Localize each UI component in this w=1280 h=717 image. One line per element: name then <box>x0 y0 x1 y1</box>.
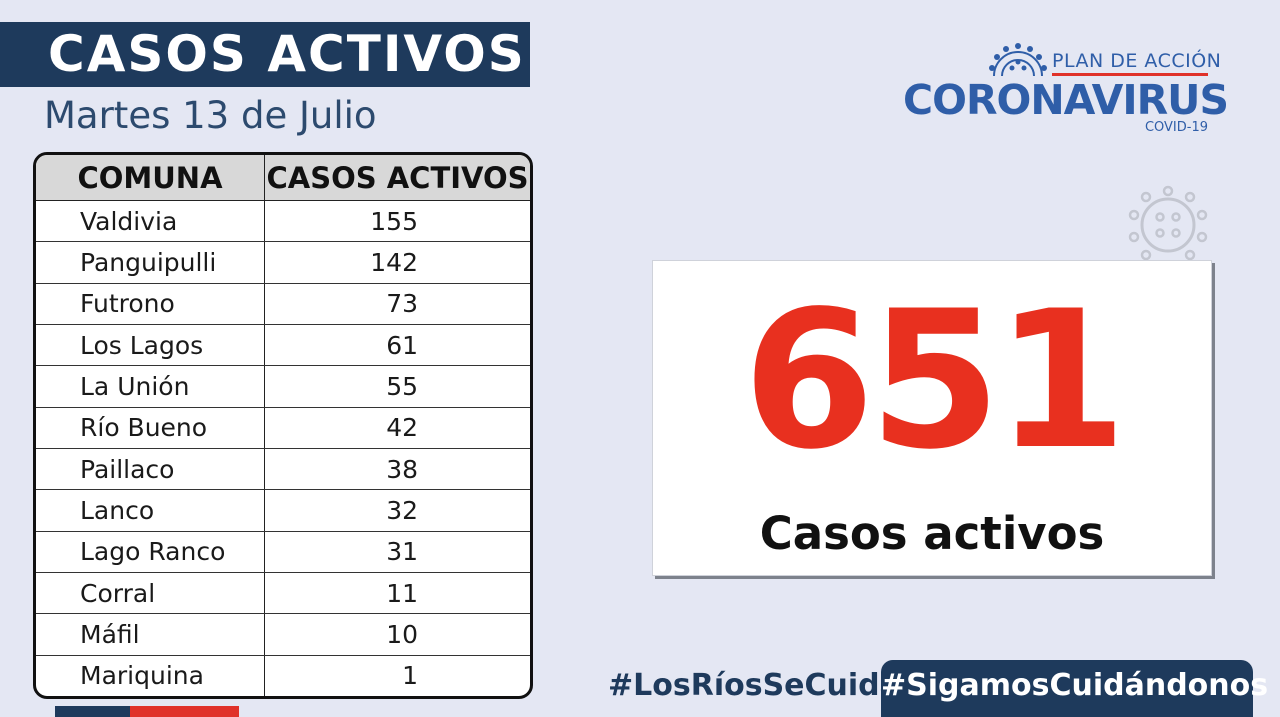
comunas-table: COMUNA CASOS ACTIVOS Valdivia 155 Panguip… <box>33 152 533 699</box>
table-row: Futrono 73 <box>36 283 530 325</box>
comuna-name: Lago Ranco <box>36 531 265 573</box>
casos-value: 61 <box>264 324 530 367</box>
comuna-name: Lanco <box>36 489 265 532</box>
casos-value: 10 <box>264 613 530 656</box>
casos-value: 142 <box>264 241 530 284</box>
casos-value: 55 <box>264 365 530 408</box>
casos-value: 11 <box>264 572 530 615</box>
comuna-name: Corral <box>36 572 265 615</box>
page-title: CASOS ACTIVOS <box>48 25 526 83</box>
table-row: La Unión 55 <box>36 365 530 408</box>
table-row: Lago Ranco 31 <box>36 531 530 573</box>
header-comuna: COMUNA <box>36 155 265 201</box>
coronavirus-decoration-icon <box>1128 185 1208 261</box>
logo-main-text: CORONAVIRUS <box>903 76 1229 124</box>
comuna-name: Futrono <box>36 283 265 325</box>
total-active-cases-card: 651 Casos activos <box>652 260 1212 576</box>
title-banner: CASOS ACTIVOS <box>0 22 530 87</box>
table-row: Valdivia 155 <box>36 200 530 243</box>
table-row: Río Bueno 42 <box>36 407 530 449</box>
casos-value: 1 <box>402 661 418 691</box>
comuna-name: Río Bueno <box>36 407 265 449</box>
table-header-row: COMUNA CASOS ACTIVOS <box>36 155 530 201</box>
total-active-cases-label: Casos activos <box>759 507 1105 560</box>
comuna-name: Máfil <box>36 613 265 656</box>
casos-value: 42 <box>264 407 530 449</box>
comuna-name: Panguipulli <box>36 241 265 284</box>
table-row: Máfil 10 <box>36 613 530 656</box>
casos-value: 73 <box>264 283 530 325</box>
decor-stripe-blue <box>55 706 130 717</box>
casos-value: 38 <box>264 448 530 491</box>
table-row: Paillaco 38 <box>36 448 530 491</box>
comuna-name: Mariquina <box>36 655 265 696</box>
coronavirus-icon <box>989 43 1047 77</box>
hashtag-banner: #SigamosCuidándonos <box>881 660 1269 717</box>
table-row: Mariquina 1 <box>36 655 530 696</box>
table-row: Corral 11 <box>36 572 530 615</box>
casos-value: 32 <box>264 489 530 532</box>
casos-value: 155 <box>264 200 530 243</box>
decor-stripe-red <box>130 706 239 717</box>
header-casos-activos: CASOS ACTIVOS <box>264 155 530 201</box>
comuna-name: Valdivia <box>36 200 265 243</box>
hashtag-los-rios: #LosRíosSeCuida <box>608 668 900 703</box>
table-row: Lanco 32 <box>36 489 530 532</box>
table-row: Los Lagos 61 <box>36 324 530 367</box>
comuna-name: Los Lagos <box>36 324 265 367</box>
table-row: Panguipulli 142 <box>36 241 530 284</box>
comuna-name: La Unión <box>36 365 265 408</box>
comuna-name: Paillaco <box>36 448 265 491</box>
casos-value: 31 <box>264 531 530 573</box>
logo-underline <box>1052 73 1208 76</box>
hashtag-sigamos: #SigamosCuidándonos <box>881 668 1269 703</box>
total-active-cases-number: 651 <box>742 270 1128 491</box>
logo-plan-text: PLAN DE ACCIÓN <box>1052 50 1222 72</box>
plan-accion-logo: PLAN DE ACCIÓN CORONAVIRUS COVID-19 <box>900 40 1229 140</box>
date-subtitle: Martes 13 de Julio <box>44 94 377 137</box>
logo-sub-text: COVID-19 <box>1144 120 1208 135</box>
